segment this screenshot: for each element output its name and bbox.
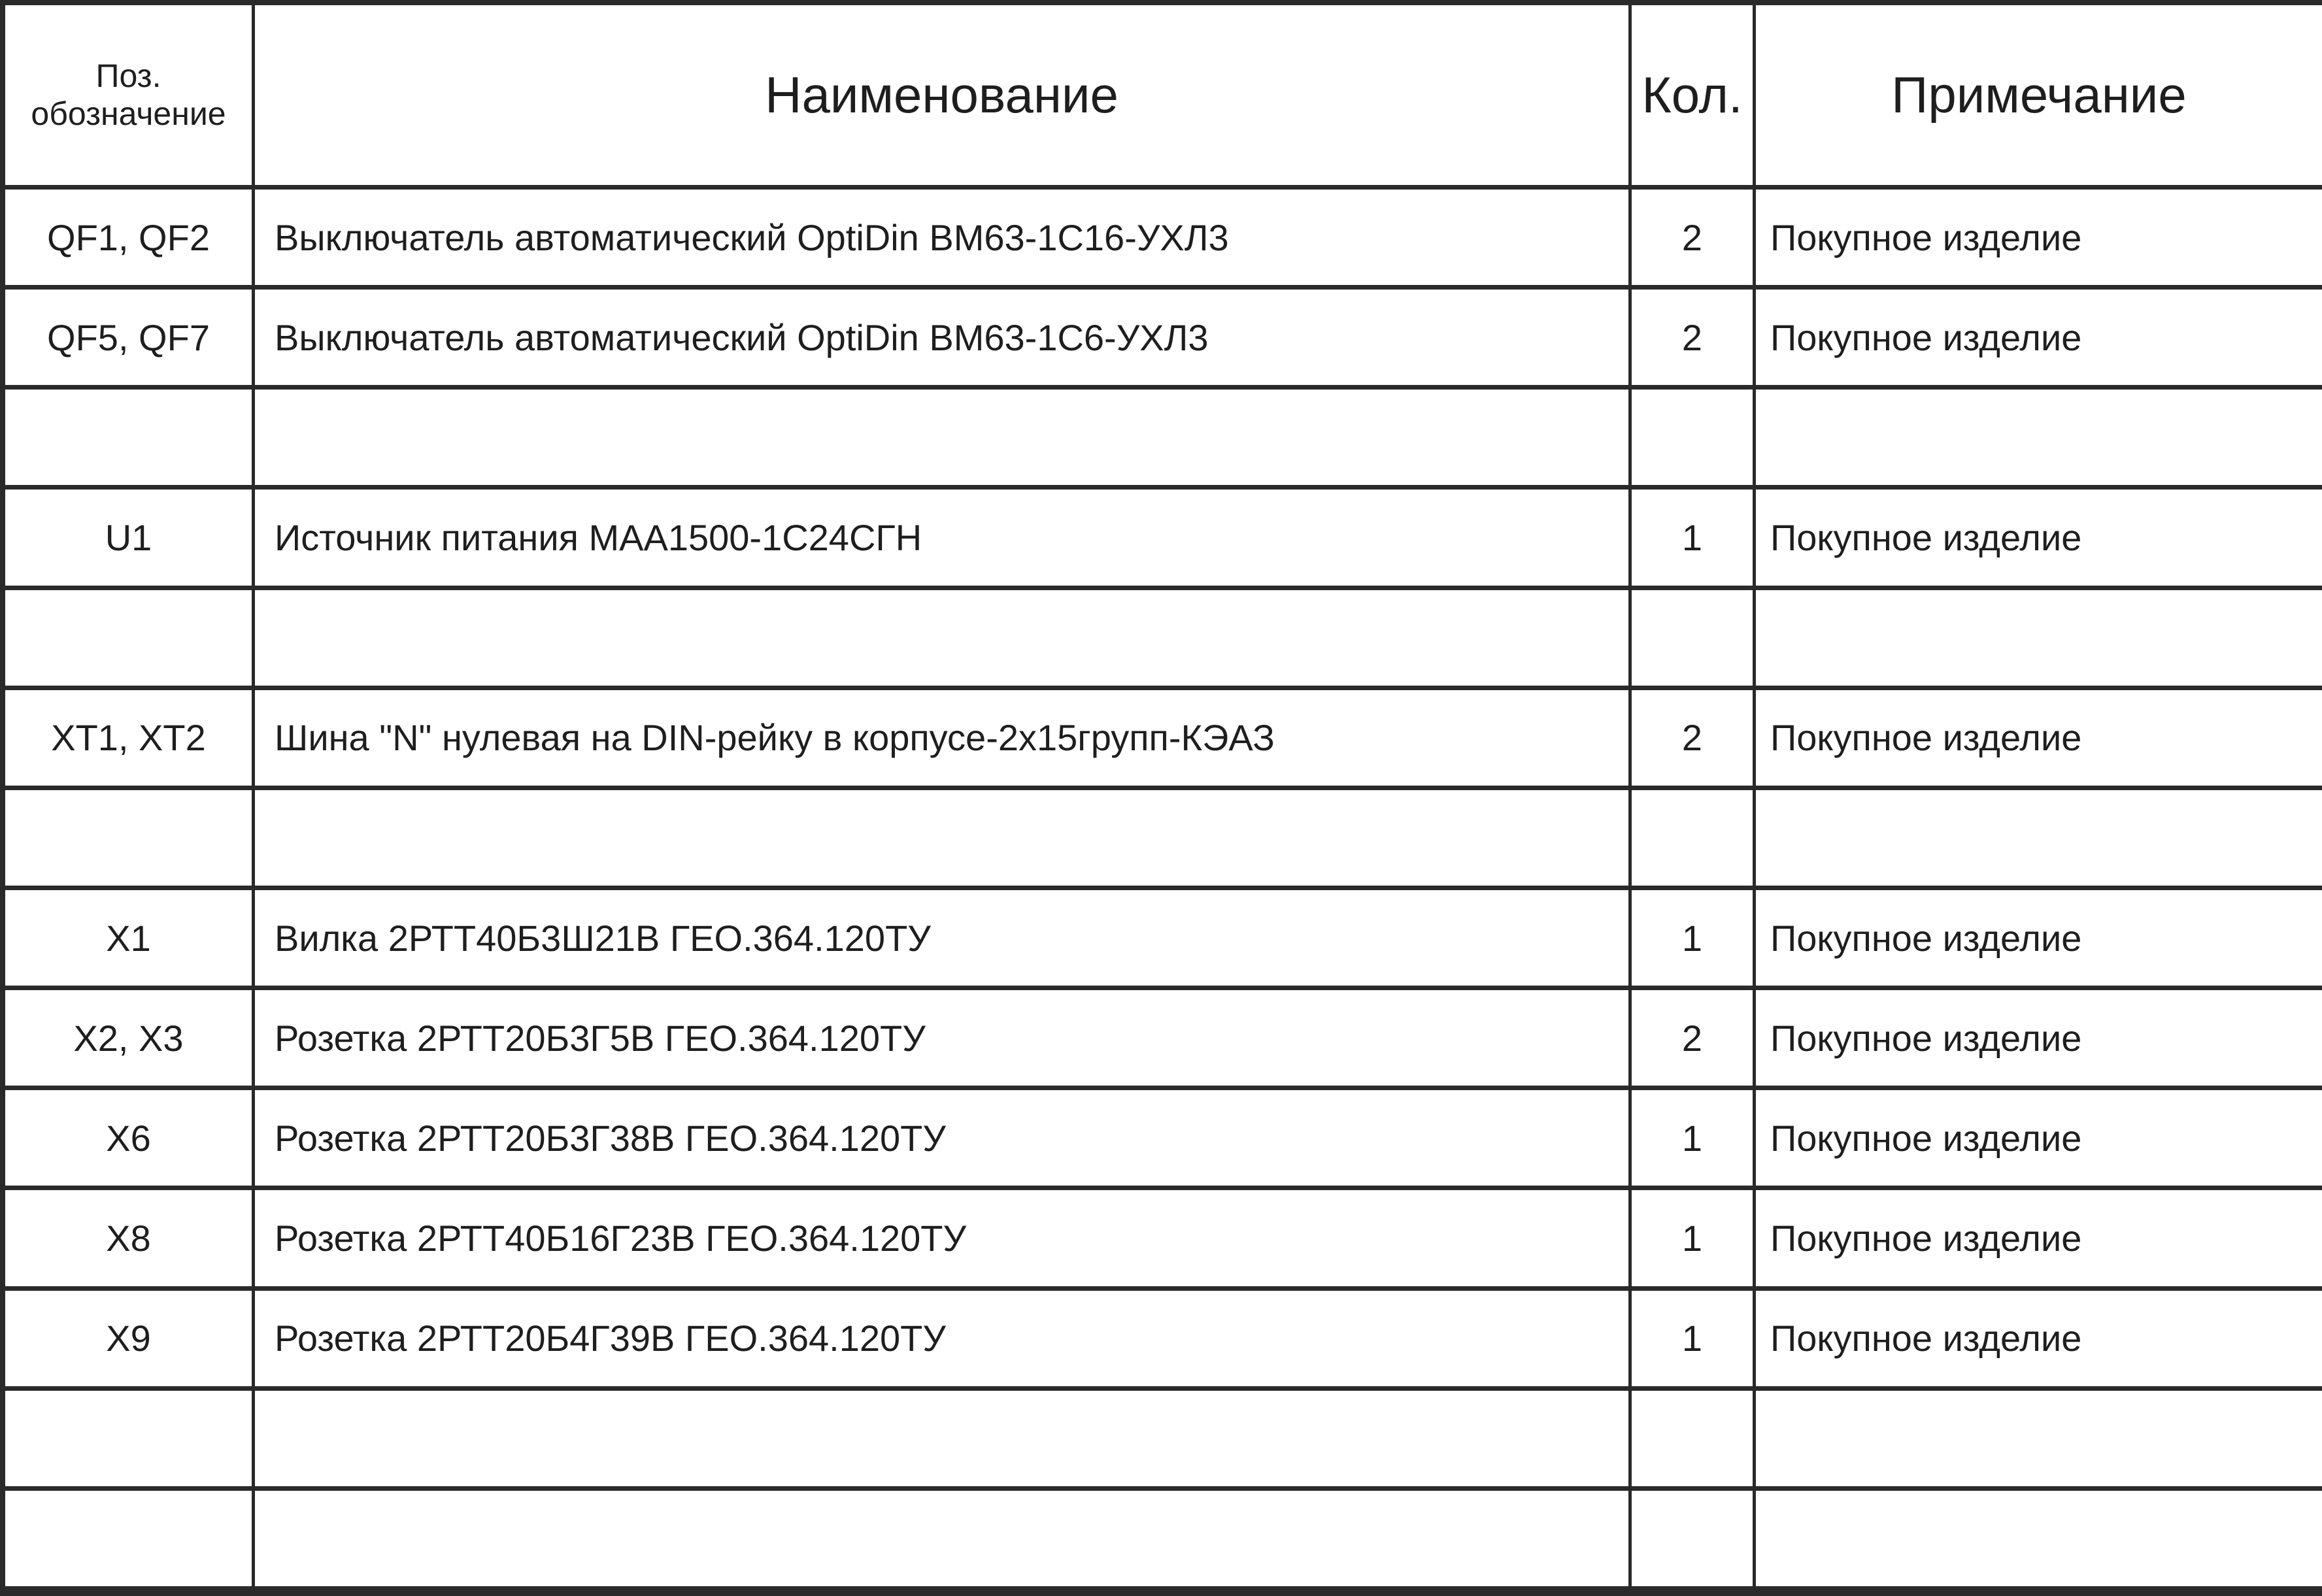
quantity-cell: 2 (1632, 690, 1756, 790)
position-cell (5, 1490, 255, 1591)
quantity-cell (1632, 390, 1756, 490)
header-name: Наименование (255, 5, 1632, 190)
note-cell: Покупное изделие (1756, 1190, 2322, 1291)
note-cell: Покупное изделие (1756, 990, 2322, 1091)
name-cell: Розетка 2РТТ40Б16Г23В ГЕО.364.120ТУ (255, 1190, 1632, 1291)
header-position-line2: обозначение (31, 95, 226, 132)
name-cell: Выключатель автоматический OptiDin ВМ63-… (255, 290, 1632, 390)
position-cell (5, 390, 255, 490)
position-cell: QF5, QF7 (5, 290, 255, 390)
name-cell: Розетка 2РТТ20Б4Г39В ГЕО.364.120ТУ (255, 1290, 1632, 1391)
name-cell: Вилка 2РТТ40Б3Ш21В ГЕО.364.120ТУ (255, 889, 1632, 991)
quantity-cell (1632, 590, 1756, 690)
quantity-cell: 1 (1632, 889, 1756, 991)
note-cell: Покупное изделие (1756, 190, 2322, 290)
quantity-cell: 2 (1632, 190, 1756, 290)
name-cell (255, 1390, 1632, 1491)
position-cell (5, 1390, 255, 1491)
note-cell (1756, 1491, 2322, 1591)
quantity-cell: 2 (1632, 290, 1756, 390)
note-cell (1756, 1391, 2322, 1491)
header-note: Примечание (1756, 5, 2322, 190)
note-cell: Покупное изделие (1756, 890, 2322, 991)
position-cell: X1 (5, 889, 255, 991)
position-cell (5, 590, 255, 690)
header-position-line1: Поз. (95, 58, 161, 94)
name-cell: Шина "N" нулевая на DIN-рейку в корпусе-… (255, 690, 1632, 790)
note-cell: Покупное изделие (1756, 1291, 2322, 1391)
quantity-cell (1632, 1390, 1756, 1491)
position-cell: X9 (5, 1290, 255, 1391)
name-cell (255, 590, 1632, 690)
position-cell: QF1, QF2 (5, 190, 255, 290)
note-cell: Покупное изделие (1756, 490, 2322, 590)
note-cell: Покупное изделие (1756, 690, 2322, 790)
header-position: Поз. обозначение (5, 5, 255, 190)
note-cell: Покупное изделие (1756, 1090, 2322, 1191)
quantity-cell: 1 (1632, 490, 1756, 590)
position-cell: XT1, XT2 (5, 690, 255, 790)
name-cell (255, 390, 1632, 490)
position-cell: X2, X3 (5, 990, 255, 1091)
name-cell: Источник питания MAA1500-1С24СГН (255, 490, 1632, 590)
name-cell: Розетка 2РТТ20Б3Г38В ГЕО.364.120ТУ (255, 1090, 1632, 1191)
position-cell (5, 790, 255, 890)
quantity-cell: 1 (1632, 1190, 1756, 1291)
name-cell: Выключатель автоматический OptiDin ВМ63-… (255, 190, 1632, 290)
quantity-cell: 1 (1632, 1090, 1756, 1191)
position-cell: U1 (5, 490, 255, 590)
quantity-cell: 1 (1632, 1290, 1756, 1391)
name-cell: Розетка 2РТТ20Б3Г5В ГЕО.364.120ТУ (255, 990, 1632, 1091)
quantity-cell: 2 (1632, 990, 1756, 1091)
note-cell (1756, 390, 2322, 490)
name-cell (255, 1490, 1632, 1591)
position-cell: X6 (5, 1090, 255, 1191)
note-cell: Покупное изделие (1756, 290, 2322, 390)
quantity-cell (1632, 790, 1756, 890)
header-quantity: Кол. (1632, 5, 1756, 190)
name-cell (255, 790, 1632, 890)
note-cell (1756, 790, 2322, 890)
note-cell (1756, 590, 2322, 690)
quantity-cell (1632, 1490, 1756, 1591)
position-cell: X8 (5, 1190, 255, 1291)
